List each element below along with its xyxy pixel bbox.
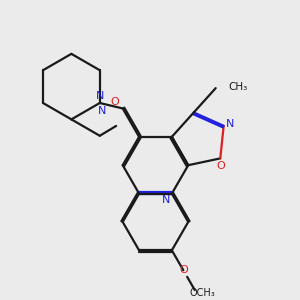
Text: N: N xyxy=(226,118,234,129)
Text: N: N xyxy=(98,106,106,116)
Text: CH₃: CH₃ xyxy=(229,82,248,92)
Text: N: N xyxy=(96,92,104,101)
Text: O: O xyxy=(216,161,225,171)
Text: OCH₃: OCH₃ xyxy=(190,288,215,298)
Text: O: O xyxy=(111,97,119,107)
Text: O: O xyxy=(179,265,188,275)
Text: N: N xyxy=(162,195,171,205)
